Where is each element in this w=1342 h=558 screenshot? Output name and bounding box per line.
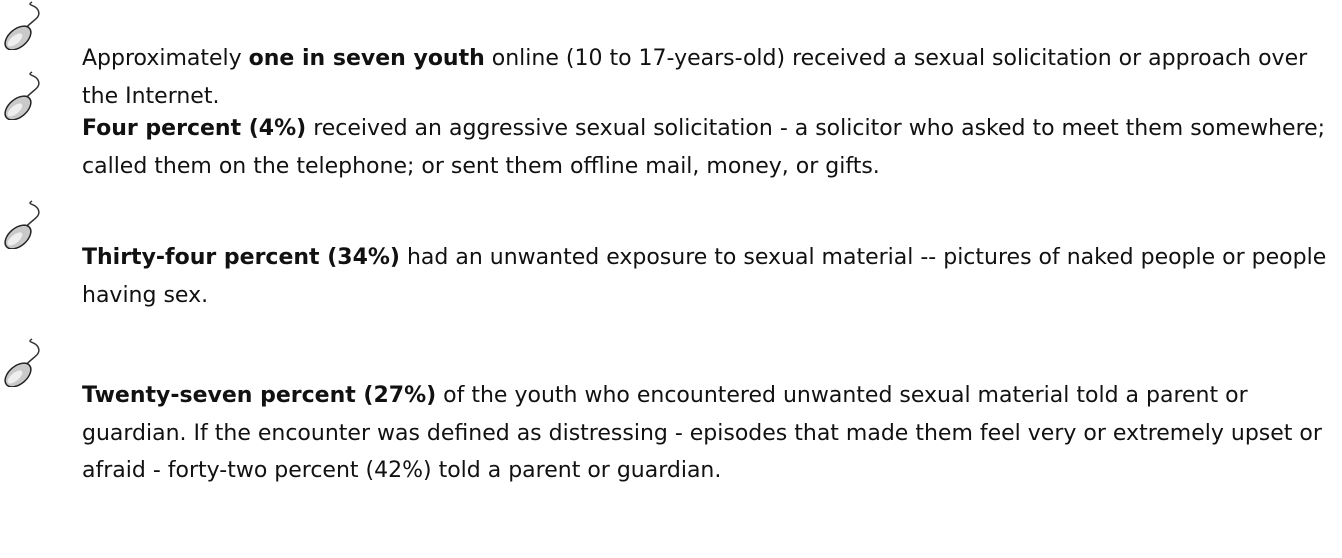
- bold-text: Four percent (4%): [82, 116, 307, 141]
- text: Approximately: [82, 46, 249, 71]
- bullet-text: Approximately one in seven youth online …: [82, 40, 1338, 115]
- bullet-text: Twenty-seven percent (27%) of the youth …: [82, 377, 1338, 490]
- bullet-text: Four percent (4%) received an aggressive…: [82, 110, 1338, 185]
- bold-text: Thirty-four percent (34%): [82, 245, 400, 270]
- mouse-bullet: [2, 70, 52, 121]
- text: of the youth who encountered unwanted se…: [82, 383, 1322, 483]
- mouse-bullet: [2, 199, 52, 250]
- text: received an aggressive sexual solicitati…: [82, 116, 1326, 179]
- mouse-bullet: [2, 0, 52, 51]
- text: online (10 to 17-years-old) received a s…: [82, 46, 1308, 109]
- mouse-bullet: [2, 337, 52, 388]
- bullet-text: Thirty-four percent (34%) had an unwante…: [82, 239, 1338, 314]
- text: had an unwanted exposure to sexual mater…: [82, 245, 1327, 308]
- bold-text: Twenty-seven percent (27%): [82, 383, 437, 408]
- bold-text: one in seven youth: [248, 46, 485, 71]
